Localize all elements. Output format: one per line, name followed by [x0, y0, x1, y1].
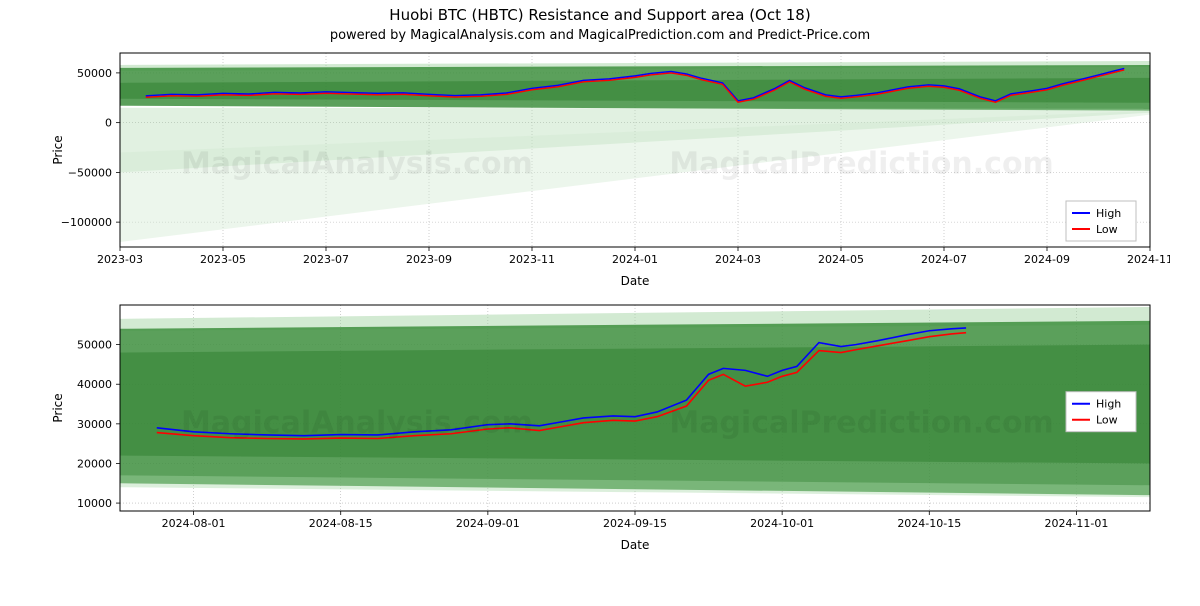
- svg-text:2024-09-01: 2024-09-01: [456, 517, 520, 530]
- svg-text:2024-09: 2024-09: [1024, 253, 1070, 266]
- chart-title: Huobi BTC (HBTC) Resistance and Support …: [0, 6, 1200, 24]
- svg-text:10000: 10000: [77, 497, 112, 510]
- svg-text:2023-03: 2023-03: [97, 253, 143, 266]
- top-chart-svg: −100000 −50000 0 50000 2023-03 2023-05 2023-07…: [30, 45, 1170, 291]
- svg-text:2024-10-15: 2024-10-15: [897, 517, 961, 530]
- bottom-chart-panel: 10000 20000 30000 40000 50000 2024-08-01 2024-…: [30, 291, 1170, 555]
- svg-text:Price: Price: [51, 135, 65, 164]
- svg-text:2024-10-01: 2024-10-01: [750, 517, 814, 530]
- svg-text:20000: 20000: [77, 457, 112, 470]
- svg-text:Price: Price: [51, 393, 65, 422]
- svg-text:2024-08-15: 2024-08-15: [309, 517, 373, 530]
- svg-text:50000: 50000: [77, 339, 112, 352]
- svg-text:2023-05: 2023-05: [200, 253, 246, 266]
- svg-text:2024-05: 2024-05: [818, 253, 864, 266]
- svg-text:2023-11: 2023-11: [509, 253, 555, 266]
- svg-text:Date: Date: [621, 538, 650, 552]
- svg-text:Low: Low: [1096, 223, 1118, 236]
- svg-text:2024-09-15: 2024-09-15: [603, 517, 667, 530]
- svg-text:2024-03: 2024-03: [715, 253, 761, 266]
- svg-text:2024-08-01: 2024-08-01: [162, 517, 226, 530]
- svg-text:High: High: [1096, 398, 1121, 411]
- svg-text:Low: Low: [1096, 414, 1118, 427]
- svg-text:−100000: −100000: [61, 216, 112, 229]
- svg-text:Date: Date: [621, 274, 650, 288]
- svg-text:2023-09: 2023-09: [406, 253, 452, 266]
- svg-text:30000: 30000: [77, 418, 112, 431]
- svg-text:2023-07: 2023-07: [303, 253, 349, 266]
- svg-text:High: High: [1096, 207, 1121, 220]
- chart-subtitle: powered by MagicalAnalysis.com and Magic…: [0, 28, 1200, 43]
- svg-text:2024-11: 2024-11: [1127, 253, 1170, 266]
- svg-text:2024-07: 2024-07: [921, 253, 967, 266]
- svg-text:2024-01: 2024-01: [612, 253, 658, 266]
- svg-text:50000: 50000: [77, 67, 112, 80]
- svg-text:0: 0: [105, 117, 112, 130]
- svg-text:2024-11-01: 2024-11-01: [1044, 517, 1108, 530]
- svg-text:40000: 40000: [77, 378, 112, 391]
- top-chart-panel: −100000 −50000 0 50000 2023-03 2023-05 2023-07…: [30, 45, 1170, 291]
- svg-text:−50000: −50000: [68, 166, 112, 179]
- bottom-chart-svg: 10000 20000 30000 40000 50000 2024-08-01 2024-…: [30, 291, 1170, 555]
